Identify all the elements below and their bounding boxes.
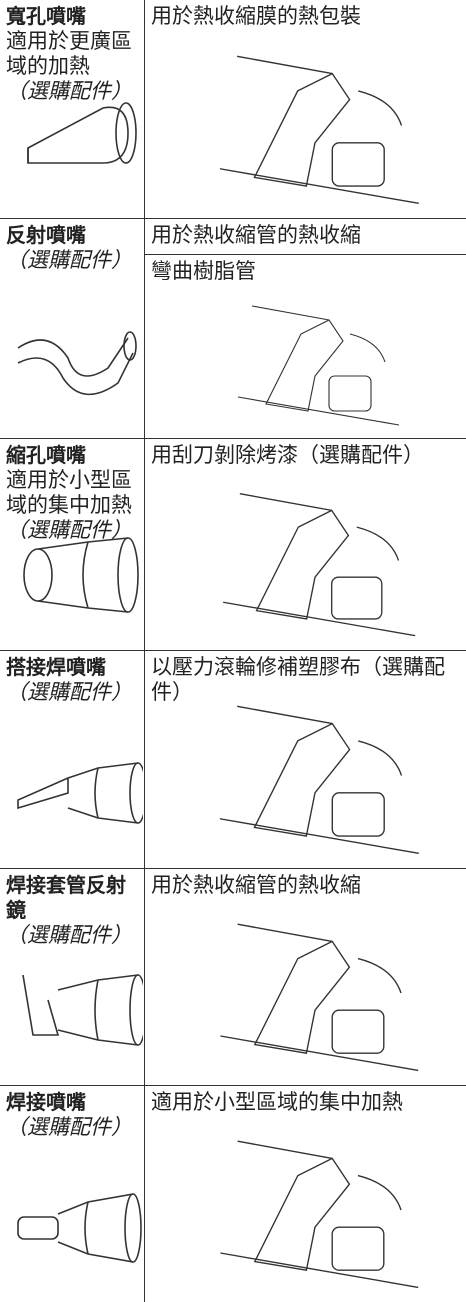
nozzle-name: 縮孔噴嘴 [6,443,86,467]
nozzle-description: 適用於更廣區域的加熱 [6,29,132,78]
nozzle-cell: 寬孔噴嘴 適用於更廣區域的加熱 （選購配件） [0,0,145,218]
nozzle-illustration [27,102,137,164]
use-text: 以壓力滾輪修補塑膠布（選購配件） [151,655,445,704]
use-cell: 適用於小型區域的集中加熱 [145,1086,466,1302]
use-illustration [219,55,419,205]
use-cell: 用刮刀剝除烤漆（選購配件） [145,439,466,650]
use-cell: 以壓力滾輪修補塑膠布（選購配件） [145,651,466,868]
use-text: 彎曲樹脂管 [145,254,466,290]
nozzle-note: （選購配件） [6,248,132,272]
table-row: 搭接焊噴嘴 （選購配件） 以壓力滾輪修補塑膠布（選購配件） [0,650,466,868]
table-row: 焊接噴嘴 （選購配件） 適用於小型區域的集中加熱 [0,1085,466,1302]
nozzle-cell: 縮孔噴嘴 適用於小型區域的集中加熱 （選購配件） [0,439,145,650]
nozzle-note: （選購配件） [6,680,132,704]
use-text: 用於熱收縮膜的熱包裝 [151,4,361,28]
use-cell: 用於熱收縮管的熱收縮 [145,869,466,1085]
use-text: 用於熱收縮管的熱收縮 [151,223,361,247]
use-illustration [237,305,400,426]
nozzle-name: 寬孔噴嘴 [6,4,86,28]
use-cell: 用於熱收縮管的熱收縮彎曲樹脂管 [145,219,466,438]
nozzle-note: （選購配件） [6,1115,132,1139]
nozzle-illustration [22,974,143,1046]
nozzle-cell: 焊接套管反射鏡 （選購配件） [0,869,145,1085]
nozzle-description: 適用於小型區域的集中加熱 [6,468,132,517]
table-row: 寬孔噴嘴 適用於更廣區域的加熱 （選購配件） 用於熱收縮膜的熱包裝 [0,0,466,218]
nozzle-name: 焊接套管反射鏡 [6,873,126,922]
nozzle-illustration [17,762,143,824]
table-row: 焊接套管反射鏡 （選購配件） 用於熱收縮管的熱收縮 [0,868,466,1085]
nozzle-cell: 搭接焊噴嘴 （選購配件） [0,651,145,868]
nozzle-note: （選購配件） [6,79,132,103]
nozzle-cell: 反射噴嘴 （選購配件） [0,219,145,438]
nozzle-note: （選購配件） [6,923,132,947]
use-text: 適用於小型區域的集中加熱 [151,1090,403,1114]
use-cell: 用於熱收縮膜的熱包裝 [145,0,466,218]
use-text: 用刮刀剝除烤漆（選購配件） [151,443,424,467]
nozzle-illustration [17,331,137,396]
use-illustration [223,493,416,637]
nozzle-illustration [17,1193,142,1263]
nozzle-name: 搭接焊噴嘴 [6,655,106,679]
nozzle-name: 焊接噴嘴 [6,1090,86,1114]
nozzle-illustration [23,537,139,613]
table-row: 縮孔噴嘴 適用於小型區域的集中加熱 （選購配件） 用刮刀剝除烤漆（選購配件） [0,438,466,650]
use-illustration [219,705,419,855]
nozzle-note: （選購配件） [6,518,132,542]
nozzle-cell: 焊接噴嘴 （選購配件） [0,1086,145,1302]
use-illustration [220,923,419,1072]
use-text: 用於熱收縮管的熱收縮 [151,873,361,897]
use-illustration [220,1140,419,1289]
nozzle-name: 反射噴嘴 [6,223,86,247]
table-row: 反射噴嘴 （選購配件） 用於熱收縮管的熱收縮 彎曲樹脂管 [0,218,466,438]
